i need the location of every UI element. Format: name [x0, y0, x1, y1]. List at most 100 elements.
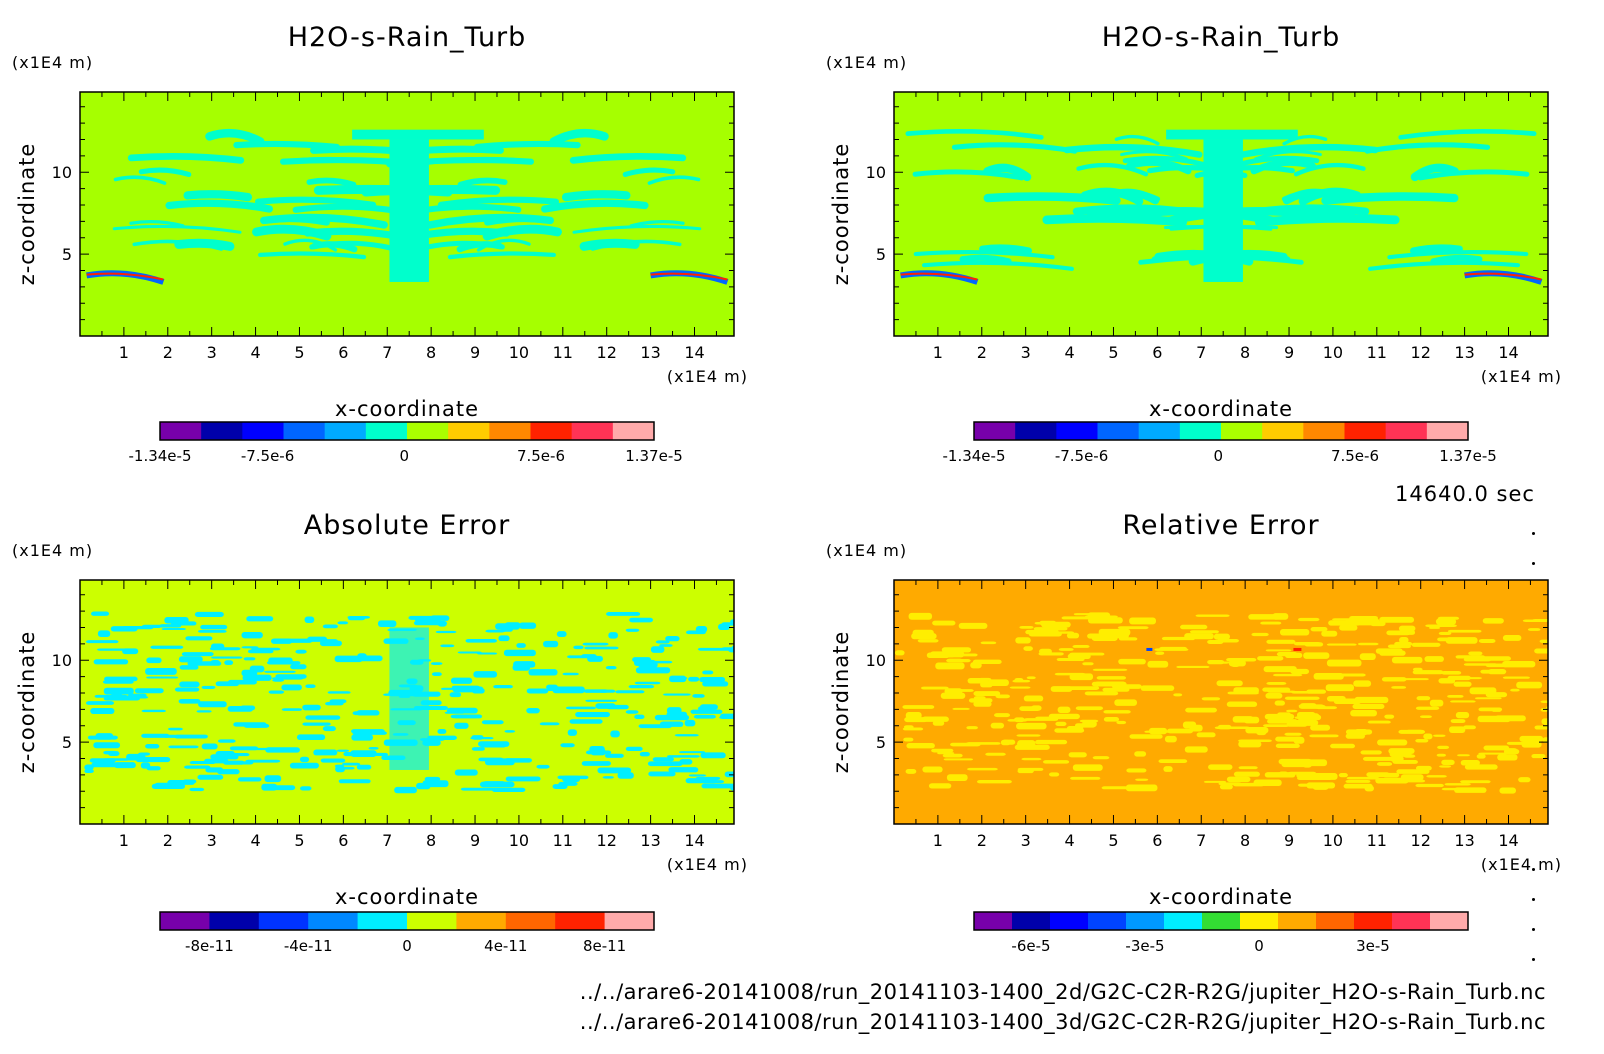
error-speckle: [237, 777, 262, 782]
error-speckle: [1017, 767, 1044, 771]
error-speckle: [1425, 624, 1457, 628]
error-speckle: [952, 707, 970, 710]
error-speckle: [1428, 626, 1441, 629]
error-speckle: [1189, 630, 1219, 634]
error-speckle: [1025, 629, 1059, 635]
plume-band: [1114, 134, 1160, 146]
error-speckle: [440, 644, 455, 648]
colorbar-label: -7.5e-6: [1055, 447, 1108, 465]
error-speckle: [1453, 681, 1472, 687]
error-speckle: [590, 748, 606, 756]
error-speckle: [1072, 645, 1090, 648]
error-speckle: [1435, 618, 1457, 625]
x-tick-label: 2: [977, 343, 987, 362]
error-speckle: [435, 630, 457, 634]
error-speckle: [1014, 678, 1024, 683]
plume-band: [129, 219, 185, 228]
error-speckle: [1379, 616, 1415, 623]
error-speckle: [946, 774, 968, 782]
error-speckle: [351, 729, 385, 734]
error-speckle: [1325, 684, 1354, 692]
error-speckle: [136, 696, 149, 699]
error-speckle: [437, 729, 447, 734]
error-speckle: [1035, 739, 1068, 745]
error-speckle: [302, 704, 321, 711]
colorbar-label: -1.34e-5: [943, 447, 1006, 465]
error-speckle: [655, 640, 670, 644]
error-speckle: [505, 622, 521, 627]
error-speckle: [688, 676, 700, 682]
x-tick-label: 9: [1284, 343, 1294, 362]
plume-band: [983, 192, 1121, 205]
error-speckle: [650, 646, 665, 653]
error-speckle: [1362, 756, 1397, 761]
error-speckle: [530, 688, 562, 692]
error-speckle: [1061, 616, 1095, 620]
error-speckle: [493, 684, 513, 689]
plume-band: [905, 128, 1044, 140]
error-speckle: [699, 704, 718, 710]
error-speckle: [1502, 635, 1522, 641]
error-speckle: [182, 779, 197, 784]
colorbar-swatch: [1097, 422, 1140, 440]
error-speckle: [1263, 724, 1290, 728]
rain-core: [650, 272, 728, 281]
colorbar-swatch: [1426, 422, 1469, 440]
plume-band: [165, 199, 273, 213]
error-speckle: [1055, 721, 1067, 727]
error-speckle: [908, 612, 933, 620]
colorbar-label: 8e-11: [583, 937, 626, 955]
error-speckle: [368, 747, 379, 750]
error-speckle: [1518, 777, 1531, 783]
field-pattern: [894, 612, 1548, 794]
y-unit-label: (x1E4 m): [12, 53, 93, 72]
error-speckle: [1531, 753, 1546, 759]
file-path-2d: ../../arare6-20141008/run_20141103-1400_…: [579, 980, 1546, 1004]
error-speckle: [659, 644, 673, 647]
error-speckle: [174, 687, 200, 692]
error-speckle: [567, 729, 578, 736]
error-speckle: [730, 786, 734, 791]
plume-cap: [352, 129, 484, 140]
error-speckle: [562, 672, 579, 676]
error-speckle: [904, 717, 928, 723]
y-axis-title: z-coordinate: [829, 631, 853, 774]
error-speckle: [539, 722, 560, 726]
error-speckle: [322, 624, 338, 629]
error-speckle: [994, 713, 1011, 718]
error-speckle: [184, 765, 211, 769]
plume-band: [260, 213, 388, 229]
colorbar-frame: [973, 421, 1469, 441]
y-tick-label: 5: [876, 245, 886, 264]
error-speckle: [1155, 651, 1165, 655]
error-speckle: [1201, 697, 1221, 701]
x-unit-label: (x1E4 m): [667, 855, 748, 874]
error-speckle: [479, 781, 515, 788]
error-speckle: [1103, 710, 1131, 714]
error-speckle: [1058, 648, 1074, 651]
error-speckle: [1457, 754, 1470, 757]
error-speckle: [1144, 730, 1178, 733]
error-speckle: [1129, 734, 1163, 739]
error-speckle: [146, 657, 162, 664]
error-speckle: [394, 786, 417, 794]
error-speckle: [615, 690, 645, 694]
error-speckle: [1019, 626, 1034, 629]
x-tick-label: 14: [1498, 343, 1518, 362]
error-speckle: [943, 758, 973, 761]
x-unit-label: (x1E4 m): [667, 367, 748, 386]
field-pattern: [86, 128, 729, 285]
error-speckle: [556, 631, 567, 637]
error-speckle: [1158, 759, 1188, 764]
error-speckle: [446, 707, 478, 714]
error-speckle: [552, 686, 585, 694]
error-speckle: [512, 664, 531, 671]
error-speckle: [272, 677, 304, 680]
error-speckle: [85, 701, 115, 705]
error-speckle: [1474, 697, 1502, 700]
colorbar-swatch: [1050, 912, 1089, 930]
colorbar-swatch: [1344, 422, 1387, 440]
error-speckle: [536, 764, 550, 769]
x-tick-label: 10: [1323, 831, 1343, 850]
error-speckle: [973, 701, 992, 707]
